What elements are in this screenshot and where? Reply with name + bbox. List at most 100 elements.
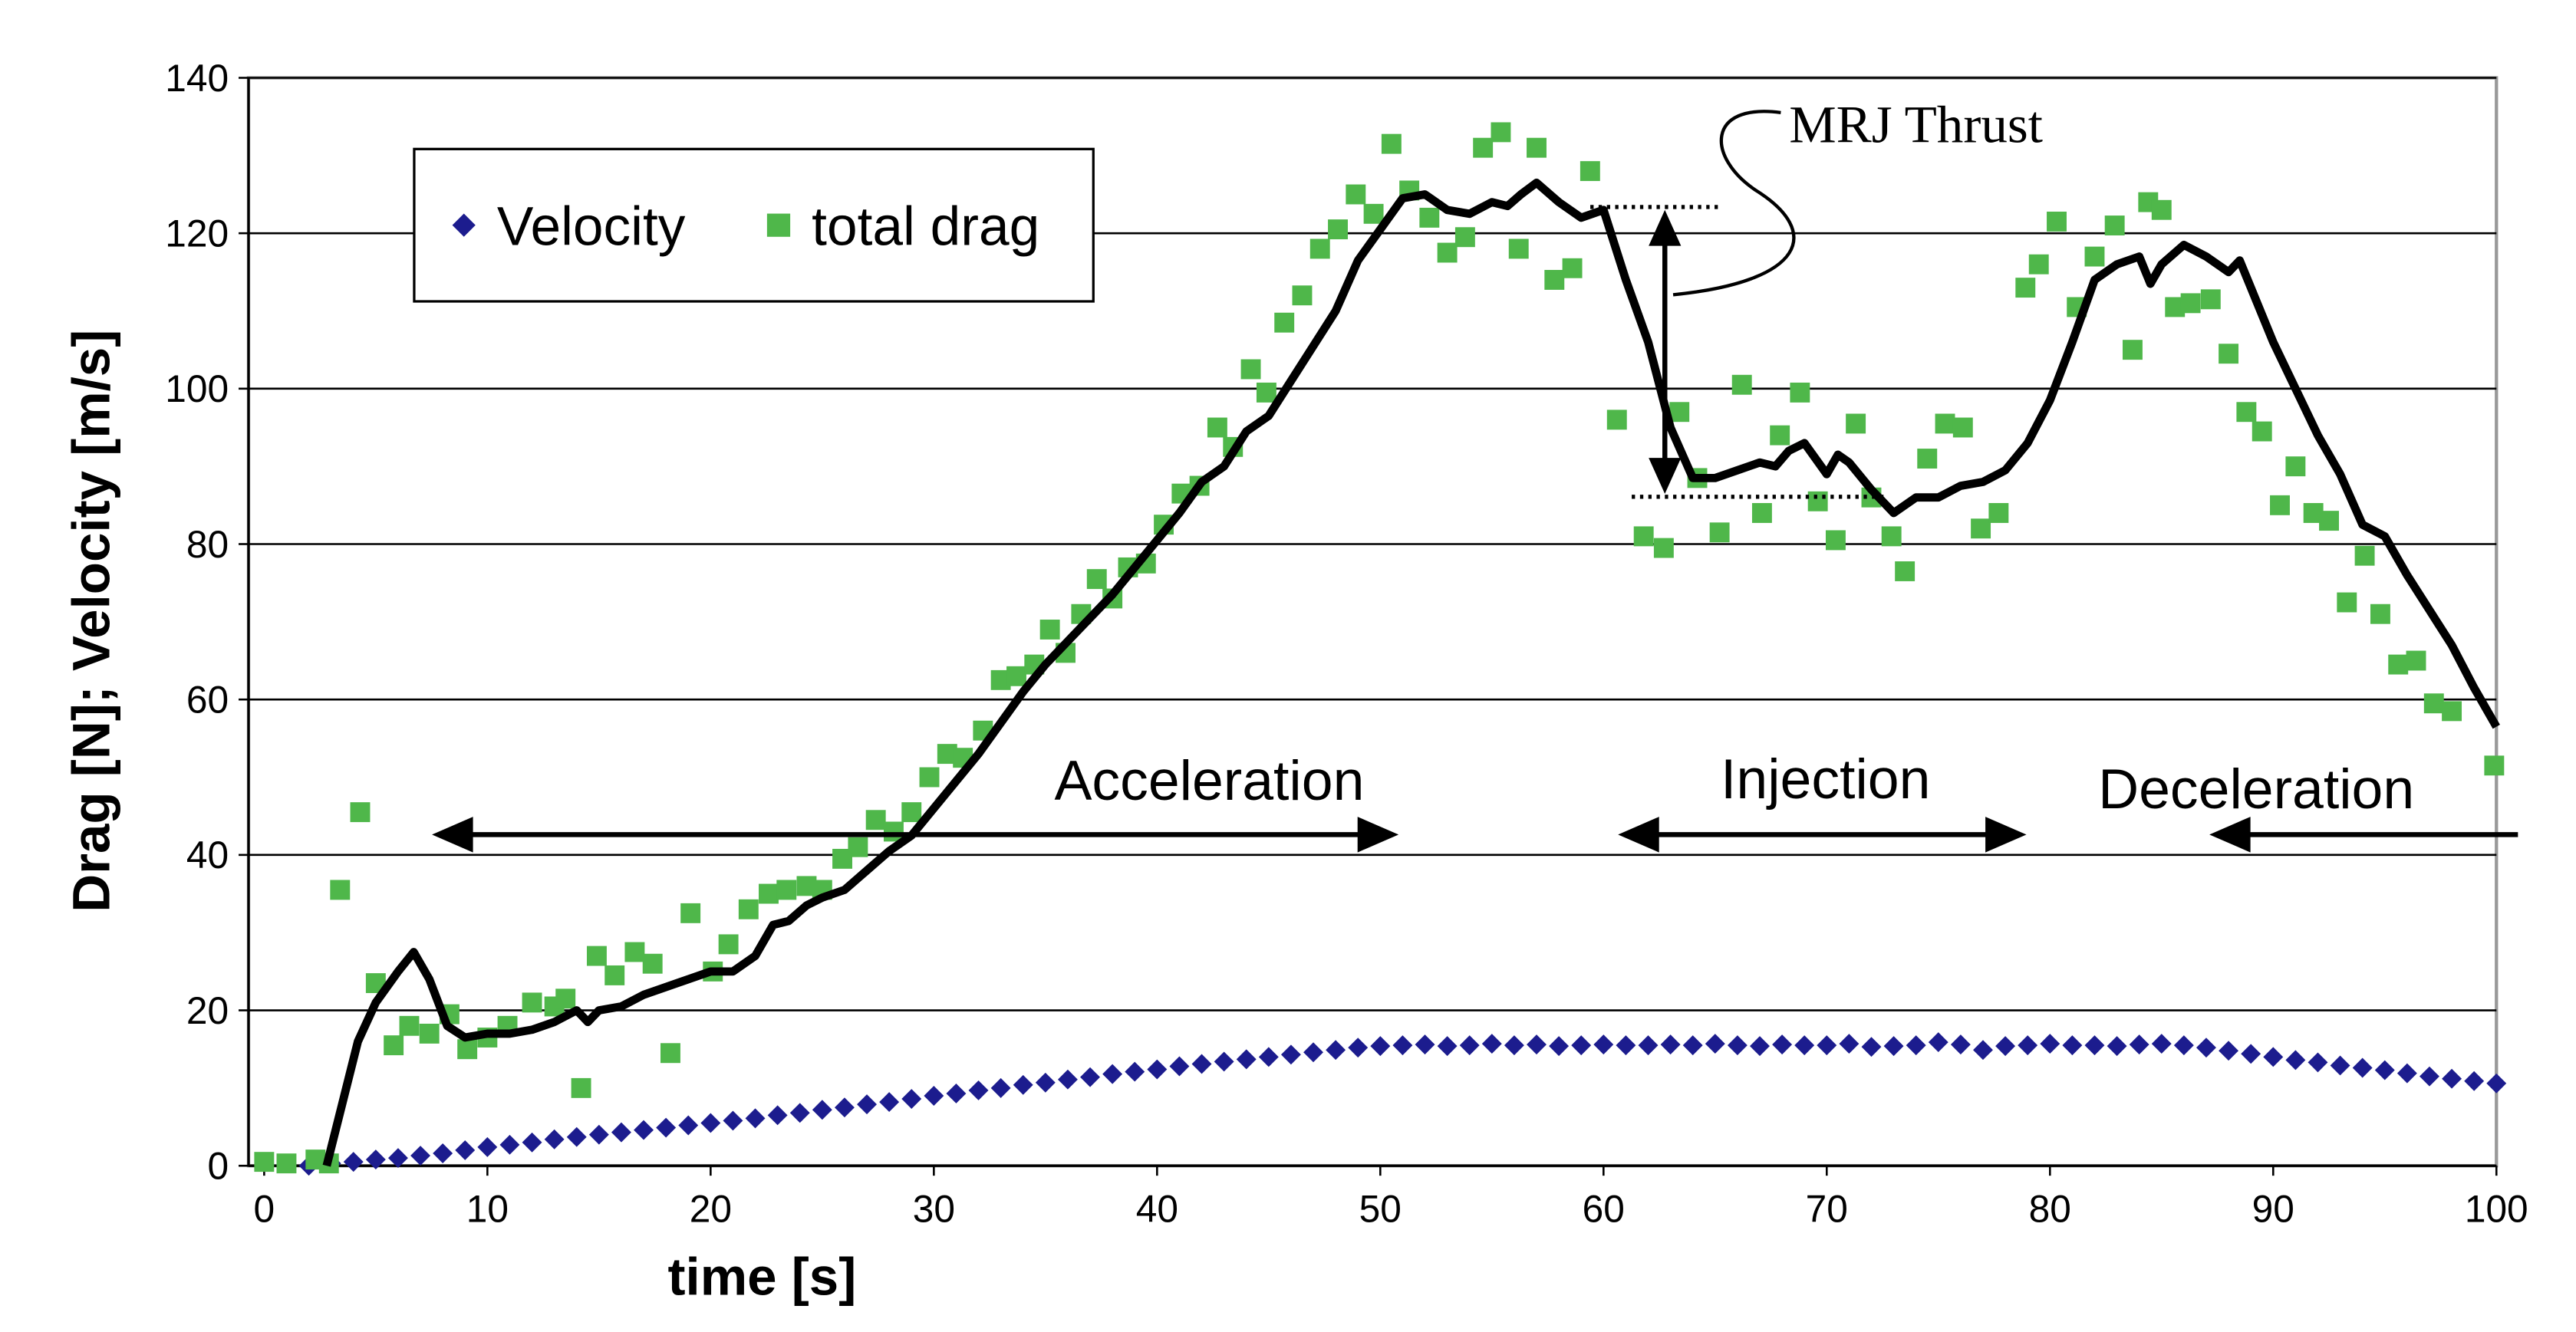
line-series (322, 178, 2500, 1167)
y-tick-label: 100 (165, 367, 229, 410)
data-point (1790, 382, 1810, 403)
data-point (1846, 413, 1866, 434)
data-point (2308, 1052, 2328, 1073)
x-tick-label: 10 (466, 1188, 509, 1231)
data-point (2084, 1035, 2105, 1056)
data-point (968, 1080, 989, 1100)
y-tick-label: 60 (186, 678, 229, 721)
data-point (544, 1129, 565, 1149)
data-point (2151, 199, 2172, 220)
data-point (2084, 246, 2105, 267)
x-tick-label: 40 (1136, 1188, 1178, 1231)
data-point (2370, 604, 2390, 624)
data-point (718, 934, 739, 955)
data-point (678, 1115, 699, 1136)
data-point (745, 1108, 766, 1129)
annotations (432, 110, 2518, 853)
arrow-head (1618, 817, 2027, 853)
data-point (1750, 1036, 1770, 1057)
data-point (1593, 1034, 1614, 1055)
data-point (624, 942, 645, 962)
data-point (1147, 1059, 1168, 1080)
data-point (1348, 1038, 1369, 1058)
data-point (1861, 1037, 1882, 1057)
y-tick-label: 140 (165, 57, 229, 100)
data-point (1419, 207, 1440, 228)
data-point (1326, 1040, 1346, 1061)
data-point (919, 767, 940, 788)
data-point (604, 965, 625, 985)
legend-label: total drag (812, 196, 1039, 258)
data-point (865, 810, 886, 830)
data-point (1240, 359, 1261, 380)
data-point (901, 802, 922, 823)
data-point (410, 1146, 431, 1166)
data-point (634, 1120, 654, 1140)
data-point (1214, 1051, 1234, 1072)
data-point (254, 1152, 275, 1172)
x-tick-label: 90 (2252, 1188, 2294, 1231)
data-point (2442, 701, 2462, 722)
data-point (1571, 1035, 1592, 1056)
data-point (588, 1124, 609, 1145)
data-point (343, 1152, 364, 1172)
data-point (1392, 1035, 1413, 1056)
data-point (776, 880, 797, 900)
data-point (2015, 278, 2036, 298)
data-point (1616, 1035, 1636, 1056)
data-point (399, 1015, 420, 1036)
data-point (759, 883, 779, 904)
data-point (330, 880, 351, 900)
annotation: MRJ Thrust (1789, 95, 2043, 154)
data-point (1825, 530, 1846, 551)
data-point (1995, 1036, 2016, 1057)
data-point (642, 953, 663, 974)
data-point (1491, 122, 1511, 143)
data-point (1274, 312, 1295, 333)
data-point (1839, 1034, 1860, 1054)
plot-area: 0 20 40 60 80 100 120 140 0 10 20 30 40 50 60 70 80 90 100 (165, 57, 2528, 1231)
data-point (2388, 654, 2409, 675)
data-point (2354, 545, 2375, 566)
data-point (1973, 1040, 1993, 1061)
data-point (2484, 755, 2505, 776)
data-point (2486, 1073, 2507, 1094)
x-axis-label: time [s] (668, 1247, 857, 1307)
data-point (946, 1083, 967, 1103)
data-point (1638, 1035, 1659, 1056)
data-point (1080, 1067, 1100, 1087)
data-point (1682, 1035, 1703, 1056)
data-point (848, 837, 868, 857)
data-point (2396, 1063, 2417, 1084)
data-point (1086, 569, 1107, 590)
data-point (2374, 1060, 2395, 1080)
data-point (1669, 402, 1690, 423)
data-point (1006, 666, 1026, 686)
data-point (2464, 1071, 2485, 1091)
data-point (1988, 503, 2009, 523)
data-point (1709, 522, 1730, 543)
data-point (2442, 1068, 2462, 1089)
data-point (477, 1136, 498, 1157)
data-point (1606, 409, 1627, 430)
data-point (1459, 1035, 1480, 1056)
data-point (1370, 1036, 1391, 1057)
x-tick-label: 60 (1583, 1188, 1625, 1231)
data-point (1527, 137, 1547, 158)
x-tick-label: 80 (2029, 1188, 2071, 1231)
data-point (2352, 1057, 2373, 1078)
annotation: Injection (1721, 748, 1930, 811)
data-point (1950, 1034, 1971, 1055)
data-point (1437, 242, 1458, 263)
data-point (1504, 1035, 1524, 1056)
data-point (1770, 425, 1790, 446)
data-point (2252, 421, 2272, 442)
arrow-head (1649, 209, 1682, 494)
data-point (433, 1143, 453, 1163)
data-point (555, 988, 576, 1009)
data-point (700, 1113, 721, 1133)
data-point (1917, 449, 1938, 469)
data-point (1363, 203, 1384, 224)
data-point (1035, 1072, 1056, 1093)
